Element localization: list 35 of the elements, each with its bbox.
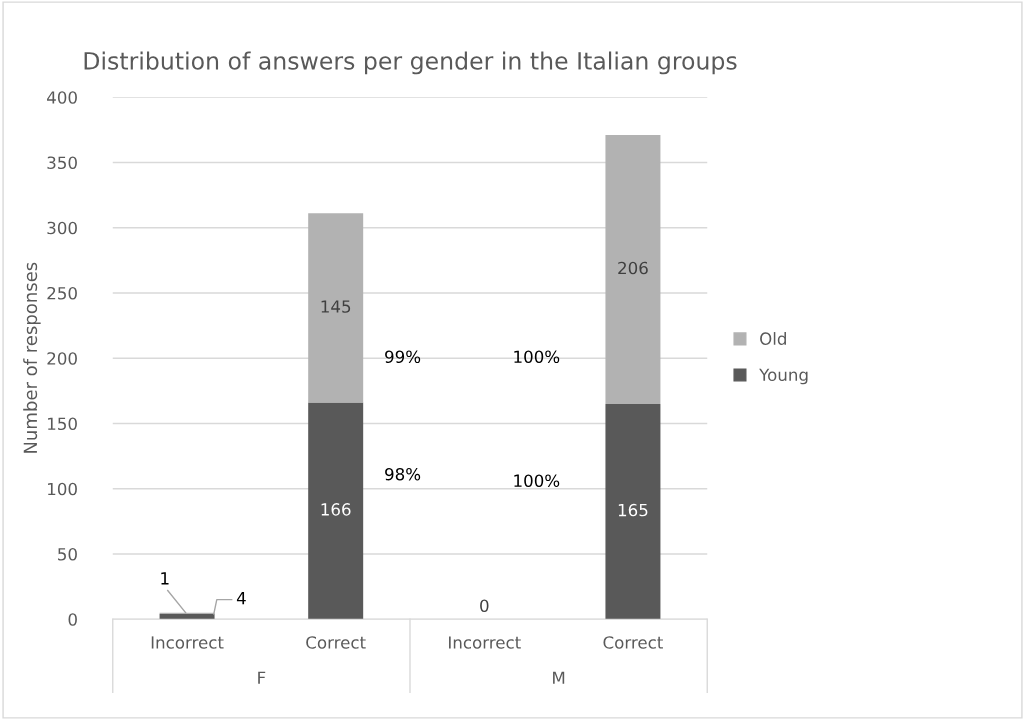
- bar: [308, 402, 364, 620]
- x-tick-label: Incorrect: [151, 636, 224, 649]
- data-label: 206: [618, 261, 648, 275]
- data-label: 1: [161, 572, 169, 585]
- legend-label: Young: [759, 368, 808, 385]
- y-tick-label: 200: [47, 352, 77, 365]
- y-tick-label: 100: [48, 482, 77, 496]
- data-label: 165: [618, 503, 648, 517]
- data-label: 4: [236, 592, 246, 605]
- data-label: 0: [480, 599, 489, 613]
- annotation: 100%: [514, 474, 560, 488]
- bar: [159, 613, 215, 620]
- x-tick-label: Incorrect: [449, 636, 521, 649]
- data-label: 166: [321, 503, 351, 516]
- annotation: 98%: [385, 467, 421, 481]
- text: F: [258, 671, 266, 684]
- y-tick-label: 250: [47, 286, 77, 300]
- y-tick-label: 400: [47, 91, 77, 104]
- x-tick-label: Correct: [603, 636, 663, 649]
- annotation: 100%: [514, 350, 560, 364]
- annotation: 99%: [385, 350, 421, 364]
- x-tick-label: Correct: [306, 636, 366, 649]
- y-tick-label: 150: [48, 417, 77, 431]
- bar: [605, 403, 661, 620]
- y-axis-title: Number of responses: [23, 262, 41, 453]
- data-label: 145: [321, 300, 351, 313]
- y-tick-label: 0: [68, 613, 77, 626]
- text: M: [553, 671, 565, 684]
- bar: [308, 213, 364, 403]
- y-tick-label: 350: [47, 156, 77, 170]
- bar: [605, 135, 661, 404]
- y-tick-label: 300: [47, 221, 77, 235]
- y-tick-label: 50: [58, 547, 77, 561]
- chart-title: Distribution of answers per gender in the Italian groups: [84, 51, 737, 75]
- legend-label: Old: [760, 332, 786, 345]
